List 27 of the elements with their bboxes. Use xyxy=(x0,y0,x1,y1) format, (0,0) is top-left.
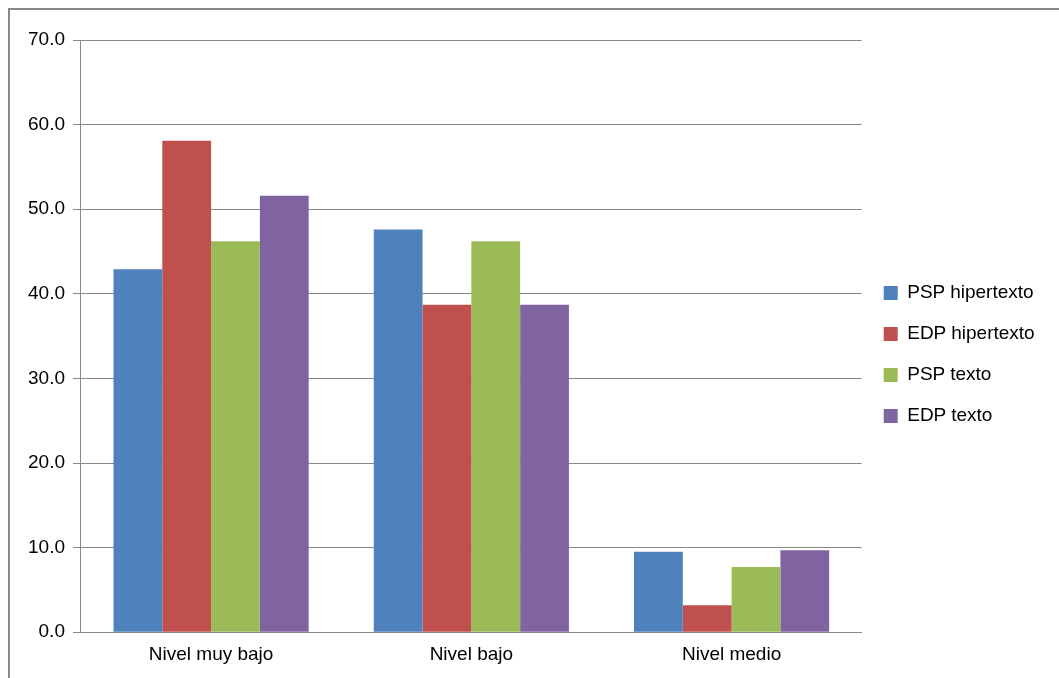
bar xyxy=(780,550,830,632)
bar xyxy=(682,605,732,632)
y-tick-label: 50.0 xyxy=(28,197,65,219)
x-tick-label: Nivel medio xyxy=(681,642,782,664)
bar xyxy=(634,551,683,632)
y-tick-label: 10.0 xyxy=(28,535,65,557)
bar xyxy=(113,269,163,632)
legend-label: EDP texto xyxy=(907,404,993,426)
bar xyxy=(162,140,212,632)
x-tick-label: Nivel bajo xyxy=(429,642,514,664)
y-tick-label: 30.0 xyxy=(28,366,65,388)
bar xyxy=(471,241,521,632)
x-tick-label: Nivel muy bajo xyxy=(148,642,274,664)
bar xyxy=(520,304,569,632)
y-tick-label: 40.0 xyxy=(28,282,65,304)
y-tick-label: 60.0 xyxy=(28,112,65,134)
bar xyxy=(373,229,423,632)
legend-label: PSP texto xyxy=(907,363,992,385)
y-tick-label: 0.0 xyxy=(38,620,65,642)
legend-label: PSP hipertexto xyxy=(907,281,1034,303)
bar xyxy=(211,241,260,632)
y-tick-label: 20.0 xyxy=(28,451,65,473)
bar xyxy=(259,195,309,632)
bar xyxy=(422,304,472,632)
y-tick-label: 70.0 xyxy=(28,28,65,50)
legend-label: EDP hipertexto xyxy=(907,322,1035,344)
bar xyxy=(731,567,781,632)
